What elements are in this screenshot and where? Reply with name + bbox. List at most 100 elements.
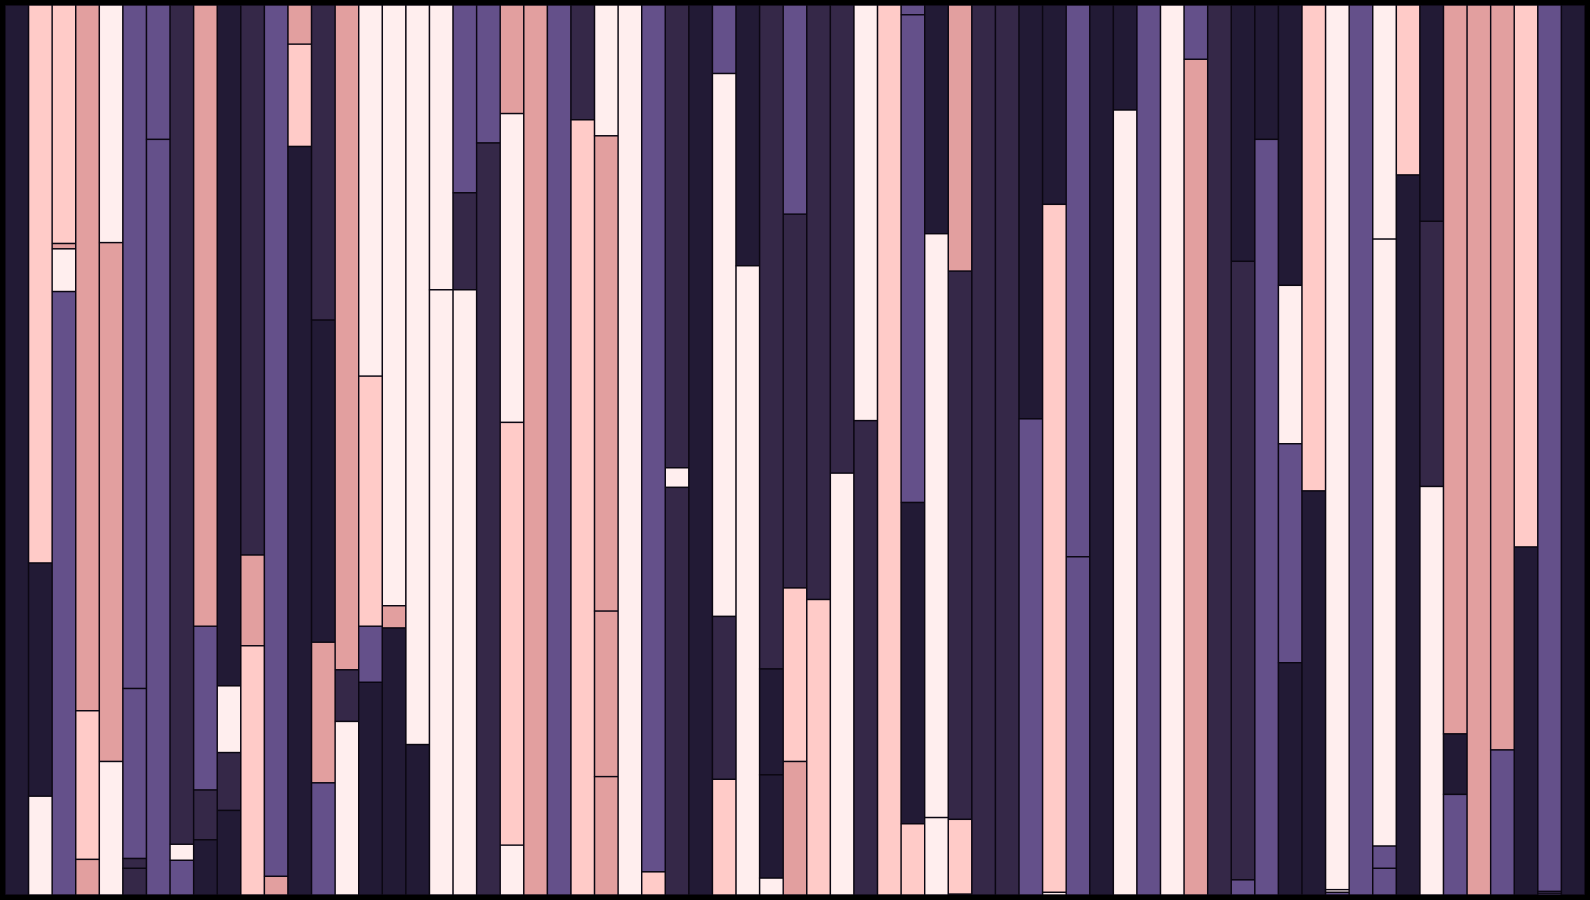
stripe-segment-plum bbox=[122, 867, 148, 896]
stripe-column bbox=[1018, 4, 1044, 896]
stripe-segment-plum bbox=[570, 4, 596, 121]
stripe-column bbox=[1442, 4, 1468, 896]
stripe-column bbox=[829, 4, 855, 896]
stripe-segment-violet bbox=[475, 4, 501, 144]
stripe-segment-pearl bbox=[1372, 238, 1398, 847]
stripe-segment-violet bbox=[263, 4, 289, 878]
stripe-column bbox=[334, 4, 360, 896]
stripe-column bbox=[263, 4, 289, 896]
stripe-segment-rose bbox=[782, 760, 808, 896]
stripe-segment-blush bbox=[806, 598, 832, 896]
stripe-segment-blush bbox=[1395, 4, 1421, 176]
stripe-column bbox=[1089, 4, 1115, 896]
stripe-column bbox=[75, 4, 101, 896]
stripe-column bbox=[310, 4, 336, 896]
stripe-column bbox=[1324, 4, 1350, 896]
stripe-segment-pearl bbox=[358, 4, 384, 377]
stripe-column bbox=[499, 4, 525, 896]
stripe-segment-plum bbox=[758, 4, 784, 670]
stripe-segment-pearl bbox=[1277, 284, 1303, 445]
stripe-segment-violet bbox=[1372, 845, 1398, 869]
stripe-segment-rose bbox=[593, 775, 619, 896]
stripe-segment-plum bbox=[310, 4, 336, 321]
stripe-segment-blush bbox=[900, 823, 926, 896]
stripe-column bbox=[381, 4, 407, 896]
stripe-segment-ink bbox=[216, 809, 242, 896]
stripe-column bbox=[1065, 4, 1091, 896]
stripe-segment-pearl bbox=[381, 4, 407, 607]
stripe-segment-ink bbox=[688, 4, 714, 896]
stripe-column bbox=[1513, 4, 1539, 896]
stripe-segment-ink bbox=[1041, 4, 1067, 206]
stripe-segment-blush bbox=[1041, 203, 1067, 894]
stripe-column bbox=[1348, 4, 1374, 896]
stripe-segment-rose bbox=[263, 875, 289, 896]
stripe-column bbox=[806, 4, 832, 896]
stripe-segment-rose bbox=[240, 554, 266, 647]
stripe-column bbox=[1372, 4, 1398, 896]
stripe-column bbox=[287, 4, 313, 896]
stripe-segment-violet bbox=[1348, 4, 1374, 896]
stripe-segment-ink bbox=[1442, 733, 1468, 796]
stripe-segment-ink bbox=[1018, 4, 1044, 420]
stripe-segment-ink bbox=[192, 839, 218, 896]
stripe-segment-plum bbox=[334, 669, 360, 723]
stripe-segment-violet bbox=[546, 4, 572, 896]
stripe-segment-pearl bbox=[98, 4, 124, 244]
stripe-segment-rose bbox=[310, 641, 336, 784]
stripe-segment-plum bbox=[806, 4, 832, 601]
stripe-column bbox=[900, 4, 926, 896]
stripe-column bbox=[617, 4, 643, 896]
stripe-column bbox=[1206, 4, 1232, 896]
stripe-segment-plum bbox=[1206, 4, 1232, 896]
stripe-segment-blush bbox=[287, 43, 313, 148]
stripe-column bbox=[27, 4, 53, 896]
stripe-column bbox=[688, 4, 714, 896]
stripe-segment-blush bbox=[876, 4, 902, 896]
stripe-column bbox=[452, 4, 478, 896]
stripe-segment-ink bbox=[1089, 4, 1115, 896]
stripe-segment-blush bbox=[782, 587, 808, 763]
stripe-segment-rose bbox=[1442, 4, 1468, 735]
stripe-segment-pearl bbox=[27, 795, 53, 896]
stripe-segment-ink bbox=[1419, 4, 1445, 222]
stripe-segment-pearl bbox=[1112, 109, 1138, 896]
stripe-segment-pearl bbox=[405, 4, 431, 746]
stripe-segment-rose bbox=[947, 4, 973, 272]
stripe-segment-violet bbox=[1442, 793, 1468, 896]
stripe-segment-rose bbox=[523, 4, 549, 896]
stripe-segment-violet bbox=[711, 4, 737, 75]
stripe-segment-rose bbox=[593, 610, 619, 778]
stripe-segment-blush bbox=[947, 818, 973, 895]
stripe-segment-violet bbox=[1277, 443, 1303, 664]
stripe-segment-ink bbox=[1301, 490, 1327, 896]
stripe-segment-pearl bbox=[1419, 485, 1445, 896]
stripe-column bbox=[428, 4, 454, 896]
stripe-segment-blush bbox=[1513, 4, 1539, 548]
stripe-column bbox=[405, 4, 431, 896]
stripe-segment-pearl bbox=[758, 877, 784, 896]
stripe-segment-violet bbox=[192, 625, 218, 791]
stripe-column bbox=[4, 4, 30, 896]
stripe-segment-pearl bbox=[51, 248, 77, 293]
stripe-segment-pearl bbox=[617, 4, 643, 896]
stripe-segment-pearl bbox=[924, 816, 949, 896]
stripe-segment-ink bbox=[735, 4, 761, 267]
stripe-segment-violet bbox=[1065, 4, 1091, 558]
stripe-segment-plum bbox=[664, 486, 690, 896]
stripe-segment-plum bbox=[829, 4, 855, 474]
stripe-column bbox=[192, 4, 218, 896]
stripe-segment-rose bbox=[593, 135, 619, 612]
stripe-segment-ink bbox=[1513, 546, 1539, 896]
stripe-segment-pearl bbox=[1324, 4, 1350, 891]
stripe-segment-rose bbox=[499, 4, 525, 115]
stripe-column bbox=[358, 4, 384, 896]
stripe-segment-blush bbox=[711, 778, 737, 896]
stripe-segment-violet bbox=[1230, 879, 1256, 896]
stripe-segment-violet bbox=[1372, 867, 1398, 896]
stripe-segment-ink bbox=[1277, 662, 1303, 896]
stripe-segment-violet bbox=[1254, 138, 1280, 896]
stripe-column bbox=[523, 4, 549, 896]
stripe-segment-violet bbox=[1183, 4, 1209, 60]
stripe-segment-blush bbox=[75, 710, 101, 861]
